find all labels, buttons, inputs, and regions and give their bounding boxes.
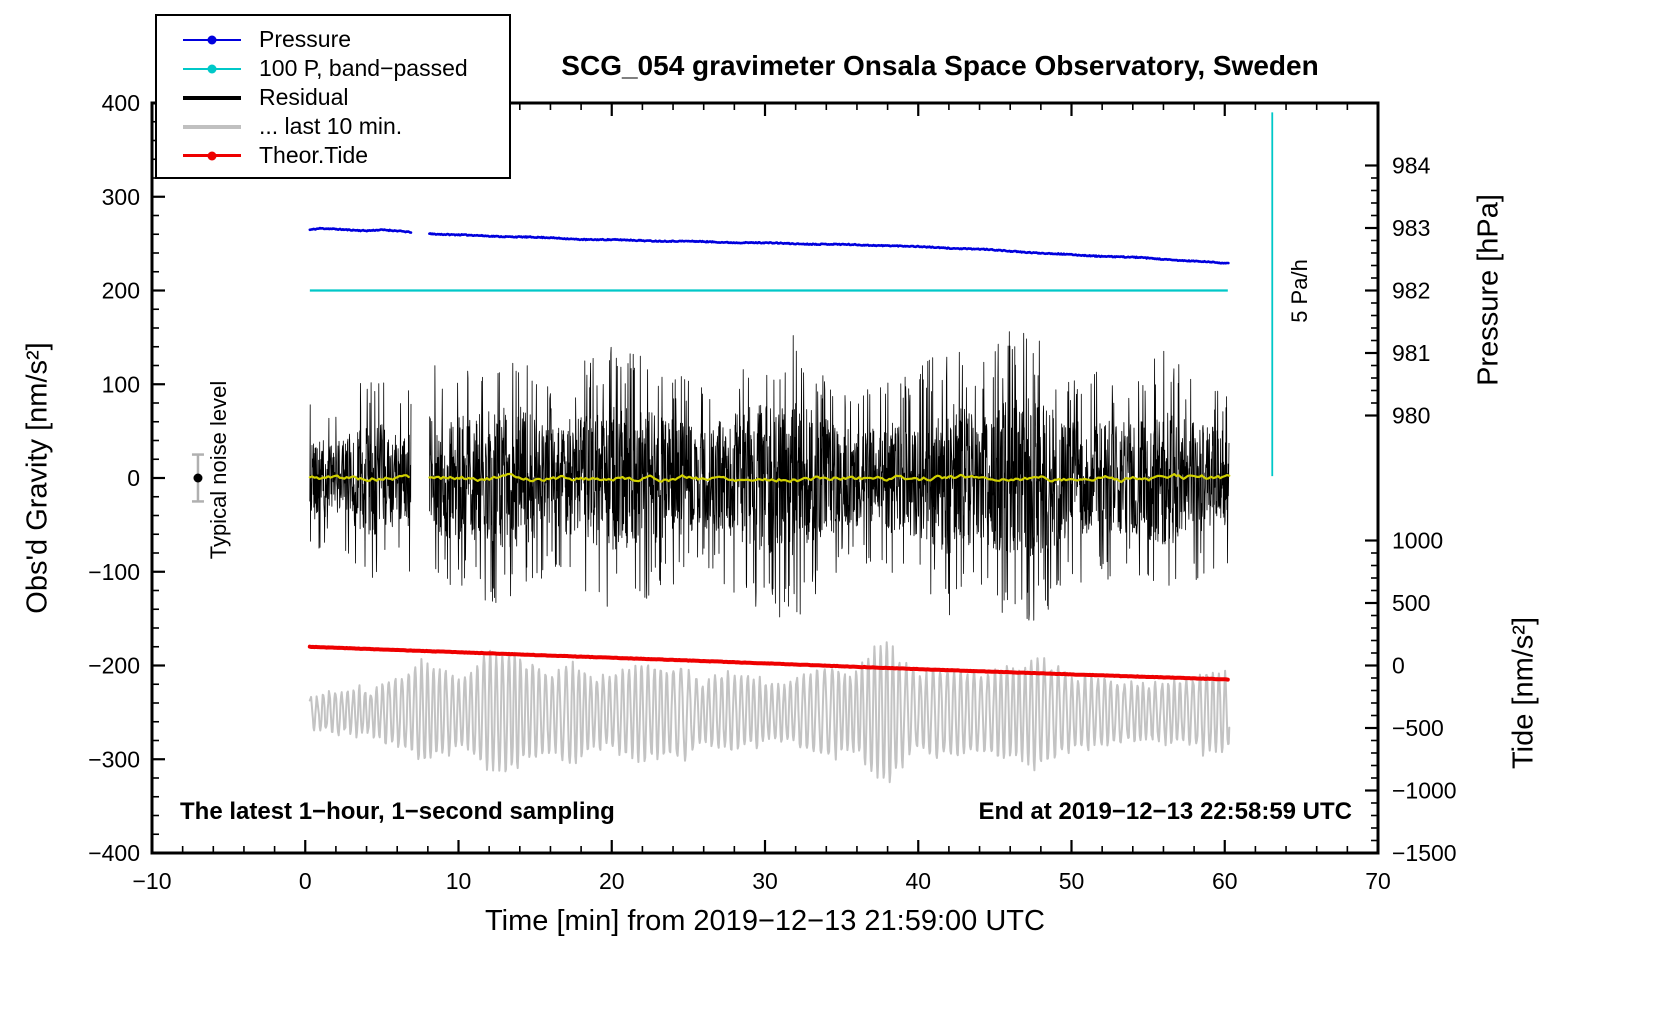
tide-tick-label: 500: [1392, 590, 1430, 616]
pressure-tick-label: 982: [1392, 278, 1430, 304]
last-10-min-legend-marker-icon: [183, 112, 241, 141]
series-residual-smooth: [308, 474, 410, 483]
legend-label: Residual: [259, 84, 349, 110]
theor-tide-legend-marker-icon: [183, 141, 241, 170]
legend-item-last-10-min: ... last 10 min.: [157, 112, 509, 141]
series-last10min: [308, 641, 1231, 784]
y-axis-label-gravity: Obs'd Gravity [nm/s²]: [21, 342, 54, 614]
x-axis-label: Time [min] from 2019−12−13 21:59:00 UTC: [485, 905, 1045, 937]
pressure-tick-label: 981: [1392, 340, 1430, 366]
pressure-legend-marker-icon: [183, 25, 241, 54]
legend-item-pressure: Pressure: [157, 25, 509, 54]
y-tick-label: 400: [102, 90, 140, 116]
tide-tick-label: −1500: [1392, 840, 1457, 866]
sampling-note: The latest 1−hour, 1−second sampling: [180, 798, 615, 825]
x-tick-label: 10: [446, 868, 472, 894]
y-tick-label: −200: [88, 653, 140, 679]
tide-tick-label: −1000: [1392, 777, 1457, 803]
series-residual-smooth: [428, 472, 1231, 484]
tide-tick-label: 0: [1392, 653, 1405, 679]
y-tick-label: −100: [88, 559, 140, 585]
x-tick-label: −10: [132, 868, 171, 894]
tide-tick-label: 1000: [1392, 528, 1443, 554]
noise-marker-dot: [193, 473, 203, 483]
legend-item-theor-tide: Theor.Tide: [157, 141, 509, 170]
y-tick-label: 300: [102, 184, 140, 210]
legend: Pressure 100 P, band−passed Residual ... la…: [155, 14, 511, 179]
y-tick-label: −400: [88, 840, 140, 866]
x-tick-label: 40: [905, 868, 931, 894]
scalebar-label: 5 Pa/h: [1287, 259, 1312, 323]
series-residual: [429, 331, 1230, 621]
noise-level-label: Typical noise level: [206, 380, 231, 560]
x-tick-label: 20: [599, 868, 625, 894]
y-tick-label: 100: [102, 371, 140, 397]
plot-frame: [150, 101, 1380, 855]
legend-item-residual: Residual: [157, 83, 509, 112]
residual-legend-marker-icon: [183, 83, 241, 112]
chart-title: SCG_054 gravimeter Onsala Space Observat…: [561, 50, 1319, 81]
legend-item-band-passed: 100 P, band−passed: [157, 54, 509, 83]
x-tick-label: 60: [1212, 868, 1238, 894]
series-residual: [309, 382, 412, 578]
legend-label: Pressure: [259, 26, 352, 52]
series-pressure: [428, 232, 1230, 265]
tide-tick-label: −500: [1392, 715, 1444, 741]
x-tick-label: 50: [1059, 868, 1085, 894]
y-tick-label: 0: [127, 465, 140, 491]
y-tick-label: 200: [102, 278, 140, 304]
x-tick-label: 0: [299, 868, 312, 894]
y-axis-label-tide: Tide [nm/s²]: [1507, 616, 1540, 770]
series-tide: [307, 644, 1230, 682]
pressure-tick-label: 980: [1392, 403, 1430, 429]
legend-label: Theor.Tide: [259, 142, 369, 168]
band-passed-legend-marker-icon: [183, 54, 241, 83]
x-tick-label: 30: [752, 868, 778, 894]
end-time-note: End at 2019−12−13 22:58:59 UTC: [978, 798, 1352, 825]
pressure-tick-label: 984: [1392, 152, 1431, 178]
y-tick-label: −300: [88, 746, 140, 772]
legend-label: 100 P, band−passed: [259, 55, 468, 81]
x-tick-label: 70: [1365, 868, 1391, 894]
y-axis-label-pressure: Pressure [hPa]: [1472, 194, 1505, 386]
pressure-tick-label: 983: [1392, 215, 1430, 241]
legend-label: ... last 10 min.: [259, 113, 403, 139]
series-pressure: [308, 226, 413, 234]
